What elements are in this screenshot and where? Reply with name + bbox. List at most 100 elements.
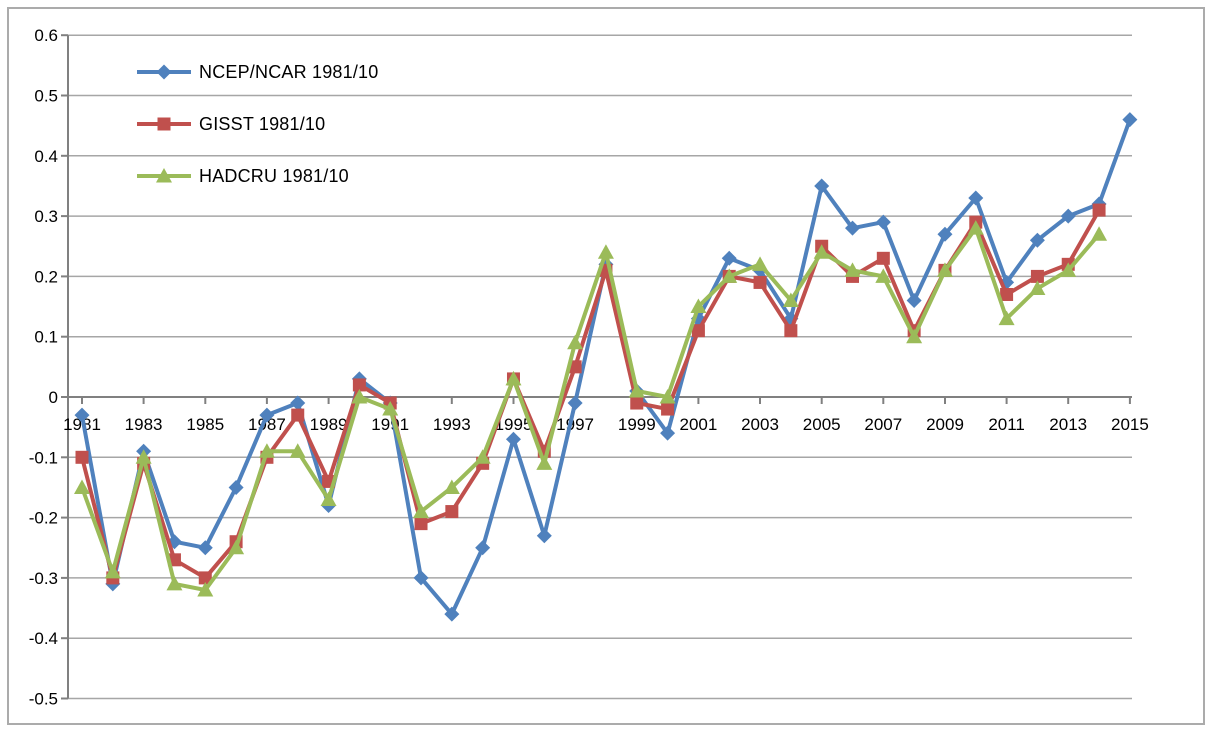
x-axis-label-2011: 2011 bbox=[988, 415, 1025, 434]
marker-gisst-2014 bbox=[1092, 203, 1106, 217]
marker-hadcru-1993 bbox=[443, 479, 460, 494]
y-axis-label-0.3: 0.3 bbox=[34, 207, 58, 226]
marker-hadcru-2011 bbox=[998, 310, 1015, 326]
marker-hadcru-1985 bbox=[197, 581, 214, 597]
x-axis-label-1993: 1993 bbox=[433, 415, 471, 434]
marker-hadcru-2012 bbox=[1029, 280, 1046, 295]
marker-hadcru-2013 bbox=[1060, 262, 1077, 277]
marker-hadcru-1999 bbox=[628, 382, 645, 398]
legend-swatch-diamond-icon bbox=[137, 64, 191, 80]
marker-gisst-1988 bbox=[291, 408, 305, 422]
x-axis-label-2007: 2007 bbox=[864, 415, 902, 434]
marker-ncep-ncar-2006 bbox=[845, 220, 860, 236]
x-axis-label-2003: 2003 bbox=[741, 415, 779, 434]
x-axis-label-1997: 1997 bbox=[556, 415, 594, 434]
legend-swatch-square-icon bbox=[137, 117, 191, 131]
marker-hadcru-1982 bbox=[104, 563, 121, 579]
marker-hadcru-2000 bbox=[659, 389, 676, 404]
marker-hadcru-1998 bbox=[597, 244, 614, 259]
marker-hadcru-1987 bbox=[258, 443, 275, 458]
marker-gisst-1993 bbox=[445, 505, 459, 519]
marker-hadcru-1984 bbox=[166, 575, 183, 591]
marker-gisst-1981 bbox=[75, 450, 89, 464]
legend-item-hadcru: HADCRU 1981/10 bbox=[137, 150, 378, 202]
marker-ncep-ncar-1981 bbox=[74, 407, 90, 423]
x-axis-label-1999: 1999 bbox=[618, 415, 656, 434]
legend-marker-triangle-icon bbox=[156, 168, 172, 183]
marker-ncep-ncar-2015 bbox=[1122, 112, 1138, 128]
y-axis-label-0.5: 0.5 bbox=[34, 87, 58, 106]
marker-hadcru-1988 bbox=[289, 443, 306, 458]
y-axis-label-0.4: 0.4 bbox=[34, 147, 58, 166]
x-axis-label-2005: 2005 bbox=[803, 415, 841, 434]
marker-hadcru-1997 bbox=[567, 334, 584, 350]
marker-ncep-ncar-1986 bbox=[228, 479, 244, 495]
marker-gisst-2004 bbox=[784, 324, 798, 338]
marker-gisst-2003 bbox=[753, 275, 767, 289]
marker-hadcru-2001 bbox=[690, 298, 707, 314]
marker-ncep-ncar-1994 bbox=[475, 540, 491, 556]
x-axis-label-1987: 1987 bbox=[248, 415, 286, 434]
y-axis-label-0.6: 0.6 bbox=[34, 26, 58, 45]
legend-item-ncep-ncar: NCEP/NCAR 1981/10 bbox=[137, 46, 378, 98]
x-axis-label-2013: 2013 bbox=[1049, 415, 1087, 434]
marker-ncep-ncar-2009 bbox=[937, 226, 953, 242]
marker-hadcru-1992 bbox=[413, 503, 430, 519]
legend-label-ncep-ncar: NCEP/NCAR 1981/10 bbox=[199, 61, 379, 82]
marker-gisst-2007 bbox=[876, 251, 890, 265]
marker-hadcru-2005 bbox=[813, 244, 830, 259]
x-axis-label-2001: 2001 bbox=[679, 415, 717, 434]
marker-hadcru-1983 bbox=[135, 449, 152, 464]
marker-hadcru-2007 bbox=[875, 268, 892, 283]
marker-ncep-ncar-1993 bbox=[444, 606, 460, 622]
marker-gisst-1990 bbox=[352, 378, 366, 392]
y-axis-label--0.5: -0.5 bbox=[29, 690, 58, 709]
marker-ncep-ncar-2013 bbox=[1060, 208, 1076, 224]
marker-ncep-ncar-2002 bbox=[721, 250, 737, 266]
marker-ncep-ncar-2010 bbox=[968, 190, 984, 206]
marker-hadcru-1990 bbox=[351, 389, 368, 404]
x-axis-label-1989: 1989 bbox=[310, 415, 348, 434]
marker-hadcru-1986 bbox=[228, 539, 245, 555]
y-axis-label-0: 0 bbox=[49, 388, 58, 407]
y-axis-label--0.2: -0.2 bbox=[29, 509, 58, 528]
marker-hadcru-1994 bbox=[474, 449, 491, 464]
marker-hadcru-2004 bbox=[782, 292, 799, 308]
marker-ncep-ncar-1996 bbox=[536, 528, 552, 544]
marker-hadcru-2006 bbox=[844, 262, 861, 277]
marker-ncep-ncar-1985 bbox=[197, 540, 213, 556]
marker-hadcru-1991 bbox=[382, 401, 399, 416]
legend-label-hadcru: HADCRU 1981/10 bbox=[199, 165, 349, 186]
y-axis-label--0.3: -0.3 bbox=[29, 569, 58, 588]
marker-gisst-1997 bbox=[568, 360, 582, 374]
legend-marker-square-icon bbox=[157, 117, 171, 131]
marker-hadcru-1996 bbox=[536, 455, 553, 470]
marker-hadcru-2003 bbox=[752, 256, 769, 271]
x-axis-label-2015: 2015 bbox=[1111, 415, 1149, 434]
marker-ncep-ncar-1987 bbox=[259, 407, 275, 423]
marker-hadcru-2010 bbox=[967, 220, 984, 235]
x-axis-label-1991: 1991 bbox=[371, 415, 409, 434]
marker-hadcru-1981 bbox=[74, 479, 90, 494]
marker-ncep-ncar-2007 bbox=[875, 214, 891, 230]
marker-gisst-2011 bbox=[1000, 287, 1014, 301]
legend-marker-diamond-icon bbox=[156, 64, 172, 80]
series-line-hadcru bbox=[80, 226, 1102, 592]
y-axis-label-0.2: 0.2 bbox=[34, 267, 58, 286]
marker-hadcru-1989 bbox=[320, 491, 337, 507]
x-axis-label-1983: 1983 bbox=[125, 415, 163, 434]
marker-gisst-2012 bbox=[1030, 269, 1044, 283]
y-axis-label-0.1: 0.1 bbox=[34, 328, 58, 347]
legend-item-gisst: GISST 1981/10 bbox=[137, 98, 378, 150]
marker-gisst-1999 bbox=[630, 396, 644, 410]
marker-ncep-ncar-1997 bbox=[567, 395, 583, 411]
marker-ncep-ncar-2008 bbox=[906, 293, 922, 309]
marker-hadcru-1995 bbox=[505, 370, 522, 386]
y-axis-label--0.1: -0.1 bbox=[29, 448, 58, 467]
marker-ncep-ncar-1992 bbox=[413, 570, 429, 586]
x-axis-label-1995: 1995 bbox=[495, 415, 533, 434]
marker-ncep-ncar-1988 bbox=[290, 395, 306, 411]
marker-gisst-2001 bbox=[691, 324, 705, 338]
